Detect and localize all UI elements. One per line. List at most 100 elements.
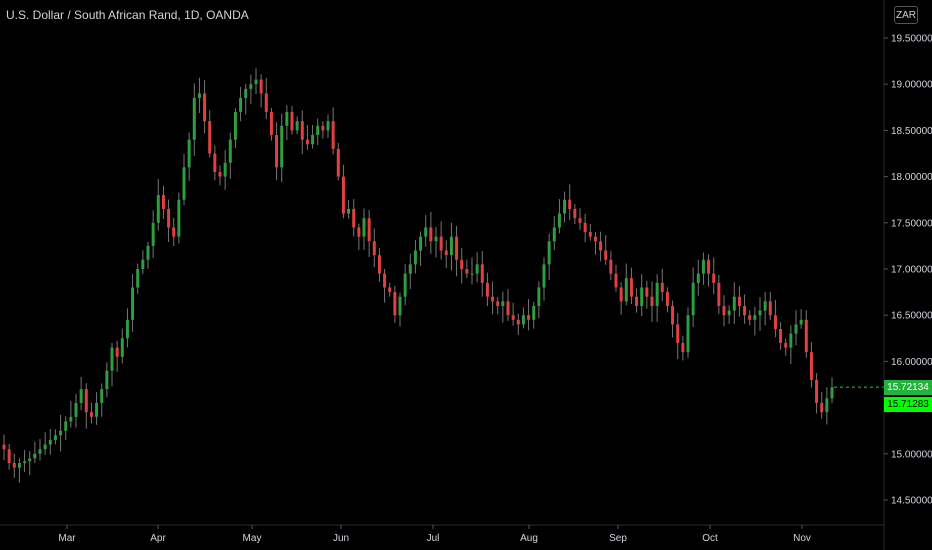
candle-up	[48, 439, 52, 445]
candle-up	[825, 398, 829, 413]
candle-down	[583, 222, 587, 233]
candle-down	[768, 301, 772, 316]
candle-down	[660, 282, 664, 293]
candle-up	[521, 315, 525, 325]
candle-up	[33, 453, 37, 459]
candle-up	[434, 236, 438, 242]
candle-down	[383, 273, 387, 288]
candle-down	[722, 305, 726, 316]
candle-down	[645, 287, 649, 297]
y-tick-label: 16.50000	[891, 311, 932, 322]
candle-up	[244, 88, 248, 99]
candle-down	[676, 324, 680, 343]
candle-up	[156, 195, 160, 223]
candle-down	[161, 195, 165, 209]
candle-up	[655, 282, 659, 306]
candle-up	[624, 278, 628, 302]
candle-down	[779, 329, 783, 343]
x-tick-label: Nov	[793, 533, 811, 544]
y-tick-label: 16.00000	[891, 357, 932, 368]
candle-down	[619, 287, 623, 302]
x-tick-label: Mar	[58, 533, 76, 544]
candle-up	[23, 461, 27, 464]
candle-up	[249, 84, 253, 89]
candle-down	[609, 259, 613, 274]
candle-up	[64, 421, 68, 431]
candle-down	[506, 301, 510, 316]
candle-down	[516, 319, 520, 325]
candle-up	[789, 333, 793, 348]
time-axis[interactable]: Mar Apr May Jun Jul Aug Sep Oct Nov	[58, 525, 811, 544]
candle-down	[820, 402, 824, 413]
candle-up	[280, 125, 284, 168]
candle-down	[748, 315, 752, 320]
candle-down	[665, 292, 669, 306]
candle-down	[341, 176, 345, 214]
candle-up	[100, 389, 104, 403]
candle-up	[640, 287, 644, 306]
candle-down	[804, 319, 808, 353]
x-tick-label: Jun	[333, 533, 349, 544]
candle-down	[588, 232, 592, 237]
candle-up	[475, 264, 479, 274]
candles-layer	[2, 68, 834, 483]
candle-up	[43, 444, 47, 450]
y-tick-label: 18.50000	[891, 126, 932, 137]
candle-up	[537, 287, 541, 306]
candle-down	[439, 236, 443, 251]
x-tick-label: Oct	[702, 533, 718, 544]
candle-up	[233, 111, 237, 140]
candle-down	[465, 269, 469, 274]
candle-up	[131, 287, 135, 320]
candle-up	[563, 199, 567, 214]
candle-down	[367, 218, 371, 242]
candle-down	[480, 264, 484, 283]
candle-up	[691, 282, 695, 316]
x-tick-label: Jul	[427, 533, 440, 544]
y-tick-label: 19.00000	[891, 80, 932, 91]
candle-up	[95, 402, 99, 417]
currency-badge[interactable]: ZAR	[894, 6, 918, 24]
candle-down	[511, 315, 515, 320]
y-tick-label: 17.50000	[891, 218, 932, 229]
candle-up	[311, 135, 315, 145]
candle-up	[557, 213, 561, 228]
candle-down	[737, 296, 741, 306]
candle-up	[758, 310, 762, 316]
candle-down	[259, 79, 263, 94]
candle-up	[532, 305, 536, 320]
candle-up	[449, 236, 453, 256]
candle-up	[197, 93, 201, 99]
candle-up	[799, 319, 803, 325]
candle-down	[599, 241, 603, 251]
y-tick-label: 15.00000	[891, 449, 932, 460]
candle-up	[228, 139, 232, 163]
candle-down	[650, 296, 654, 306]
price-axis[interactable]: 19.50000 19.00000 18.50000 18.00000 17.50000…	[884, 34, 932, 507]
candle-up	[696, 273, 700, 283]
candle-up	[74, 402, 78, 417]
candle-down	[352, 208, 356, 228]
candle-down	[393, 292, 397, 316]
candle-down	[12, 463, 16, 468]
candle-up	[347, 208, 351, 214]
candle-down	[743, 305, 747, 316]
candle-down	[269, 111, 273, 136]
candle-up	[192, 98, 196, 140]
candle-up	[753, 315, 757, 320]
candle-down	[388, 287, 392, 293]
candle-down	[300, 121, 304, 140]
last-price-tag: 15.72134	[884, 379, 932, 395]
candle-down	[264, 93, 268, 112]
candle-down	[712, 273, 716, 283]
candle-down	[172, 227, 176, 237]
candle-up	[794, 324, 798, 334]
candle-down	[460, 259, 464, 269]
candle-down	[290, 111, 294, 131]
candle-up	[182, 167, 186, 200]
candle-down	[89, 412, 93, 417]
candle-down	[629, 278, 633, 297]
candle-down	[444, 250, 448, 256]
candle-up	[141, 259, 145, 269]
